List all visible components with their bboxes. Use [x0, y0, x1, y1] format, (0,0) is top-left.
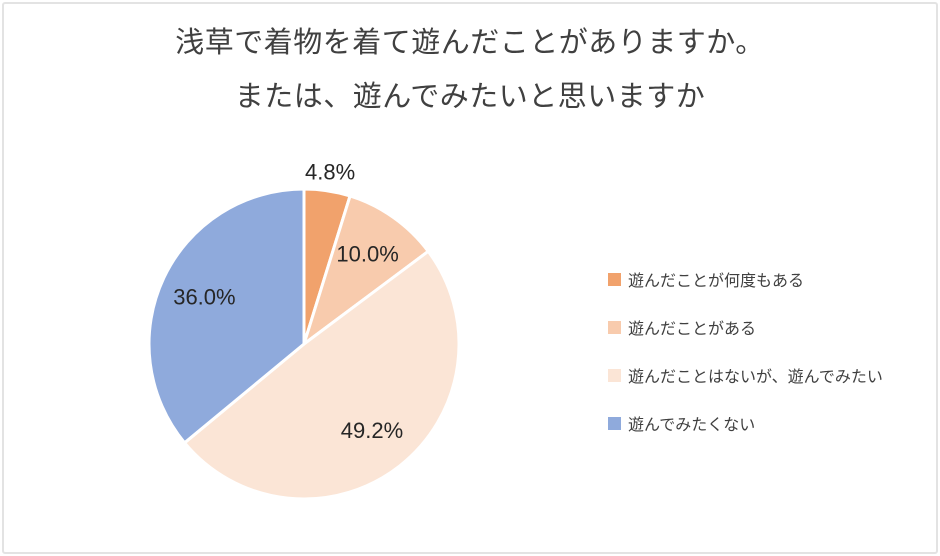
legend-swatch-icon — [608, 272, 621, 286]
pie-data-label-2: 49.2% — [341, 418, 403, 443]
legend-item-3: 遊んでみたくない — [608, 399, 883, 447]
pie-slice-3 — [147, 187, 306, 445]
legend-label: 遊んだことがある — [628, 321, 757, 338]
pie-data-label-3: 36.0% — [173, 285, 235, 310]
chart-title: 浅草で着物を着て遊んだことがありますか。 または、遊んでみたいと思いますか — [0, 16, 940, 124]
legend-item-1: 遊んだことがある — [608, 303, 883, 351]
legend-swatch-icon — [608, 320, 621, 334]
legend-label: 遊んだことが何度もある — [628, 273, 805, 290]
legend-item-0: 遊んだことが何度もある — [608, 255, 883, 303]
chart-title-line-1: 浅草で着物を着て遊んだことがありますか。 — [175, 27, 765, 59]
legend-label: 遊んだことはないが、遊んでみたい — [628, 369, 883, 386]
legend-label: 遊んでみたくない — [628, 417, 756, 434]
legend-swatch-icon — [608, 368, 621, 382]
pie-slice-1 — [302, 194, 430, 346]
chart-title-line-2: または、遊んでみたいと思いますか — [234, 81, 706, 113]
chart-legend: 遊んだことが何度もある 遊んだことがある 遊んだことはないが、遊んでみたい 遊ん… — [608, 255, 883, 447]
legend-swatch-icon — [608, 416, 621, 430]
pie-data-label-0: 4.8% — [305, 160, 355, 185]
legend-item-2: 遊んだことはないが、遊んでみたい — [608, 351, 883, 399]
pie-slice-2 — [183, 249, 461, 501]
pie-data-label-1: 10.0% — [336, 242, 398, 267]
